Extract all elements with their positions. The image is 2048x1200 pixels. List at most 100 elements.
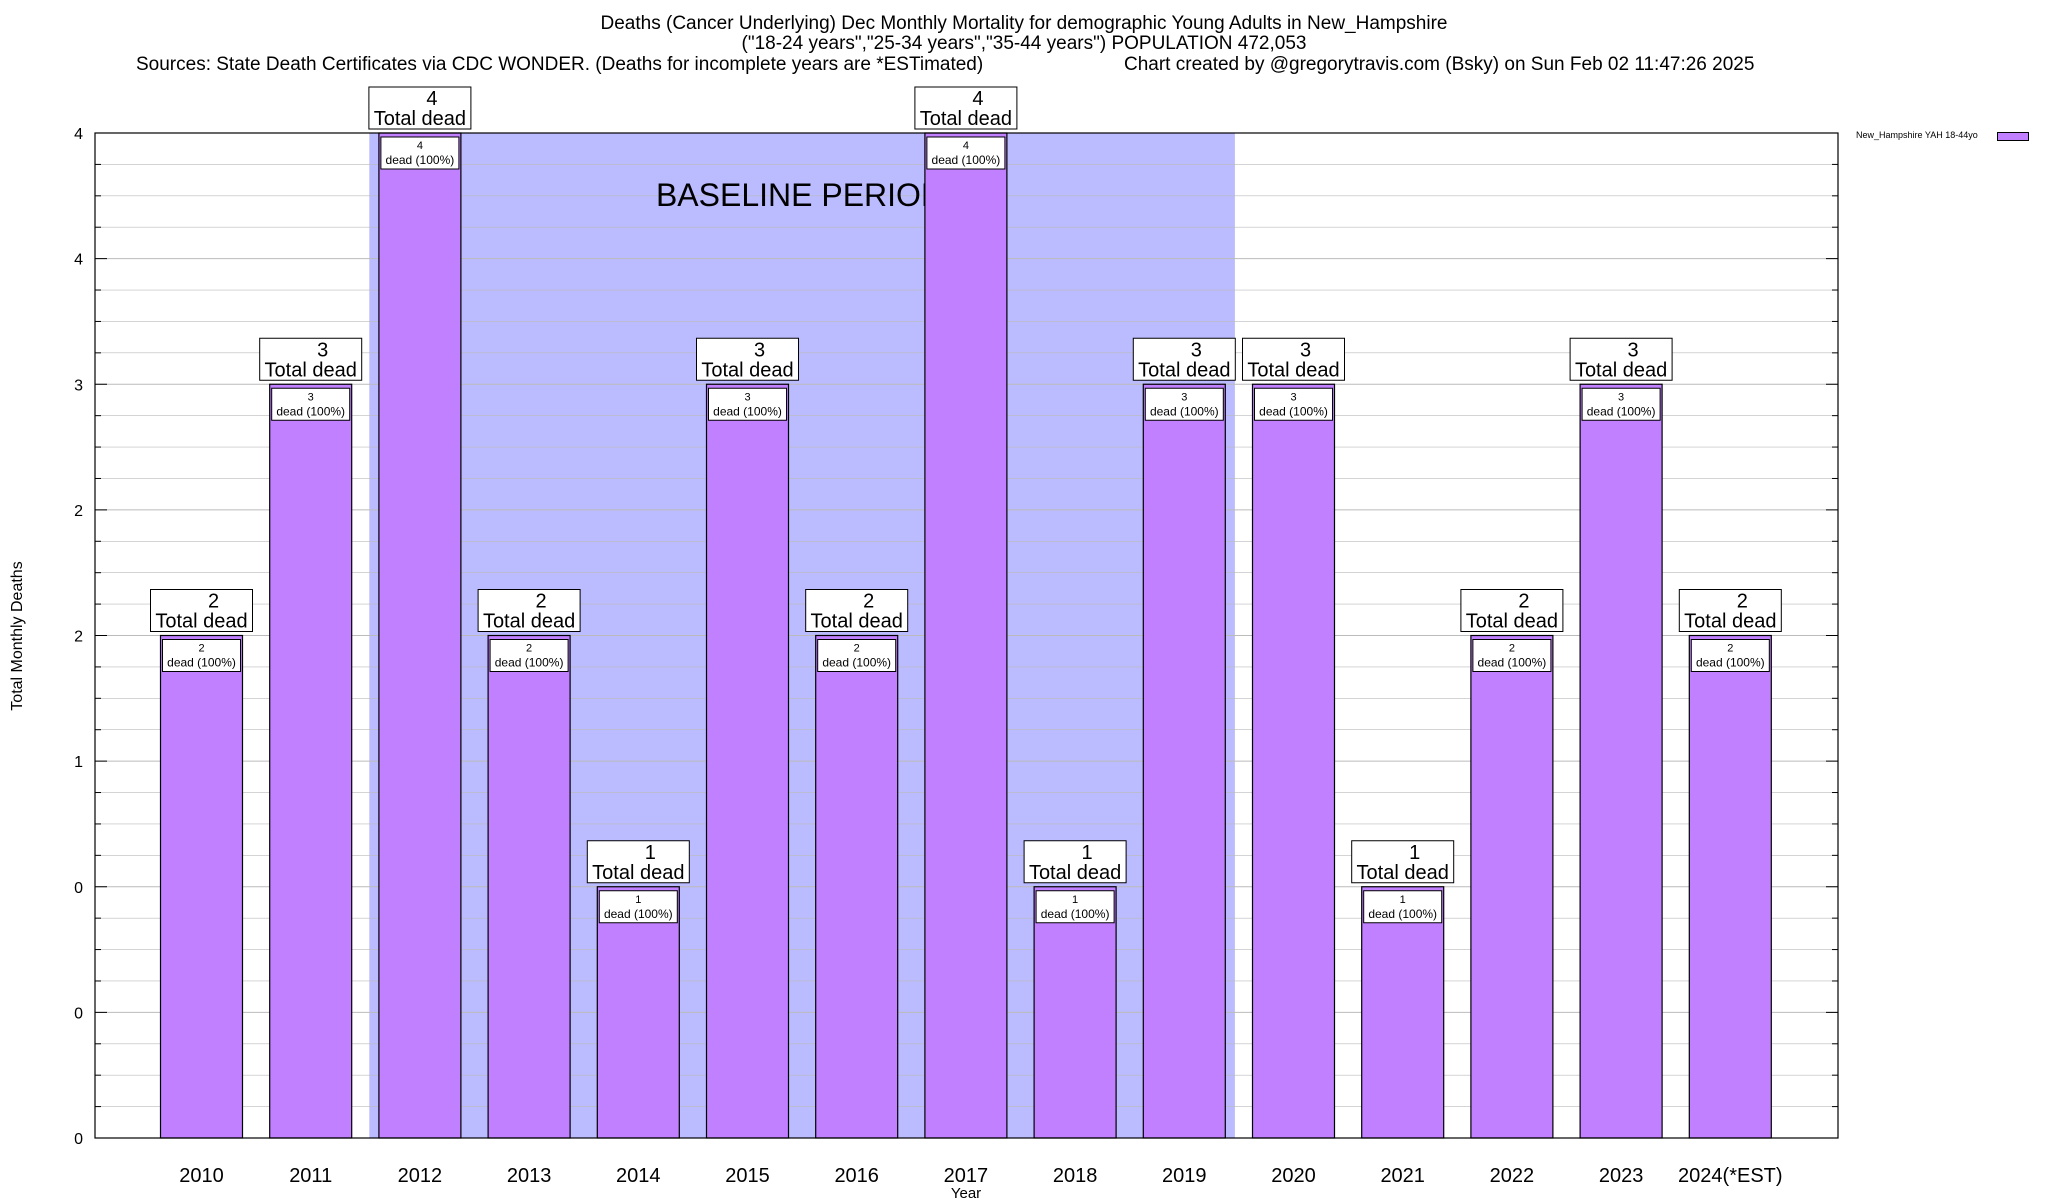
bar-total-label-box	[1132, 337, 1236, 381]
bar-total-label-box	[1569, 337, 1673, 381]
bar-inner-label-text: dead (100%)	[167, 656, 236, 670]
plot-frame	[94, 132, 1839, 1139]
chart-title-block: Deaths (Cancer Underlying) Dec Monthly M…	[0, 14, 2048, 54]
bar-total-label-count: 2	[536, 591, 547, 613]
bar-inner-label-box	[1690, 639, 1770, 672]
bar-total-label-text: Total dead	[1357, 862, 1449, 884]
bar-inner-label-box	[1254, 387, 1333, 421]
bar-total-label-count: 4	[972, 88, 983, 110]
chart-title: Deaths (Cancer Underlying) Dec Monthly M…	[600, 13, 1448, 34]
bar-inner-label-box	[817, 639, 897, 672]
bar-inner-label-box	[598, 890, 678, 924]
bar-inner-label-box	[1472, 639, 1552, 672]
bar-inner-label-count: 4	[417, 140, 423, 152]
bar-total-label-count: 2	[1518, 591, 1529, 613]
bar-inner-label-box	[1581, 387, 1661, 421]
x-tick-label: 2016	[834, 1165, 879, 1187]
bar-total-label-count: 2	[208, 591, 219, 613]
x-tick-label: 2024(*EST)	[1678, 1165, 1783, 1187]
bar-inner-label-box	[708, 387, 787, 421]
bar-total-label-box	[1460, 589, 1564, 632]
bar-total-label-text: Total dead	[592, 862, 684, 884]
x-tick-label: 2010	[179, 1165, 224, 1187]
x-tick-label: 2023	[1599, 1165, 1644, 1187]
bar-inner-label-text: dead (100%)	[1150, 404, 1219, 418]
bar-inner-label-text: dead (100%)	[276, 404, 345, 418]
y-tick-label: 2	[74, 629, 83, 646]
x-tick-label: 2020	[1271, 1165, 1316, 1187]
bar-inner-label-text: dead (100%)	[1478, 656, 1547, 670]
bar-total-label-count: 3	[754, 339, 765, 361]
y-tick-label: 0	[74, 1131, 83, 1148]
bar-total-label-text: Total dead	[155, 611, 247, 633]
chart-subtitle: ("18-24 years","25-34 years","35-44 year…	[741, 33, 1307, 54]
bar-inner-label-text: dead (100%)	[1587, 404, 1656, 418]
bar-total-label-text: Total dead	[1684, 611, 1776, 633]
y-tick-label: 0	[74, 880, 83, 897]
bar-total-label-box	[1023, 840, 1127, 884]
bar	[159, 634, 244, 1139]
bar-total-label-count: 4	[426, 88, 437, 110]
bar-inner-label-text: dead (100%)	[1696, 656, 1765, 670]
bar-inner-label-count: 3	[1181, 391, 1187, 403]
bar-inner-label-text: dead (100%)	[822, 656, 891, 670]
bar	[1470, 634, 1554, 1139]
bar-inner-label-text: dead (100%)	[713, 404, 782, 418]
bar-total-label-text: Total dead	[811, 611, 903, 633]
bar-inner-label-box	[380, 136, 460, 170]
bar-inner-label-count: 4	[963, 140, 969, 152]
bar-total-label-box	[1351, 840, 1455, 884]
bar-total-label-count: 1	[1082, 842, 1093, 864]
chart-sources: Sources: State Death Certificates via CD…	[136, 54, 984, 75]
bar-inner-label-count: 3	[1618, 391, 1624, 403]
x-tick-label: 2018	[1053, 1165, 1098, 1187]
bar-inner-label-count: 2	[1509, 643, 1515, 655]
x-tick-label: 2015	[725, 1165, 770, 1187]
bar-total-label-box	[1242, 337, 1345, 381]
bar-total-label-box	[477, 589, 581, 632]
bar-total-label-box	[259, 337, 363, 381]
bar	[378, 132, 462, 1139]
bar-total-label-count: 3	[1191, 339, 1202, 361]
x-tick-label: 2021	[1380, 1165, 1425, 1187]
y-tick-label: 0	[74, 1005, 83, 1022]
bar-total-label-box	[914, 86, 1018, 130]
bar	[1251, 383, 1336, 1139]
x-axis-title: Year	[951, 1185, 981, 1200]
bar-inner-label-box	[926, 136, 1006, 170]
bar-total-label-box	[368, 86, 472, 130]
x-tick-label: 2013	[507, 1165, 552, 1187]
x-tick-label: 2019	[1162, 1165, 1207, 1187]
x-tick-label: 2022	[1490, 1165, 1535, 1187]
bar	[705, 383, 790, 1139]
y-tick-label: 1	[74, 754, 83, 771]
bar-inner-label-count: 3	[744, 391, 750, 403]
bar-inner-label-box	[271, 387, 351, 421]
bar-total-label-count: 2	[1737, 591, 1748, 613]
x-tick-label: 2014	[616, 1165, 661, 1187]
bar-total-label-text: Total dead	[1247, 359, 1339, 381]
y-tick-label: 3	[74, 377, 83, 394]
bar-inner-label-count: 1	[1072, 894, 1078, 906]
x-tick-label: 2011	[289, 1165, 332, 1187]
bar-inner-label-text: dead (100%)	[1259, 404, 1328, 418]
bar-total-label-text: Total dead	[920, 108, 1012, 130]
bar-inner-label-box	[1363, 890, 1443, 924]
bar-total-label-text: Total dead	[1029, 862, 1121, 884]
bar-inner-label-text: dead (100%)	[1368, 907, 1437, 921]
y-axis-title: Total Monthly Deaths	[9, 561, 26, 710]
y-tick-label: 4	[74, 252, 83, 269]
x-tick-label: 2012	[398, 1165, 443, 1187]
bar	[1361, 886, 1445, 1139]
bar-total-label-box	[696, 337, 799, 381]
bar-total-label-text: Total dead	[265, 359, 357, 381]
bar-total-label-text: Total dead	[1575, 359, 1667, 381]
chart-credit: Chart created by @gregorytravis.com (Bsk…	[1124, 54, 1755, 75]
bar-total-label-count: 1	[1409, 842, 1420, 864]
y-tick-label: 2	[74, 503, 83, 520]
legend-swatch	[1997, 132, 2029, 141]
bar-inner-label-count: 3	[308, 391, 314, 403]
bar-inner-label-count: 3	[1290, 391, 1296, 403]
bar-inner-label-count: 2	[198, 643, 204, 655]
